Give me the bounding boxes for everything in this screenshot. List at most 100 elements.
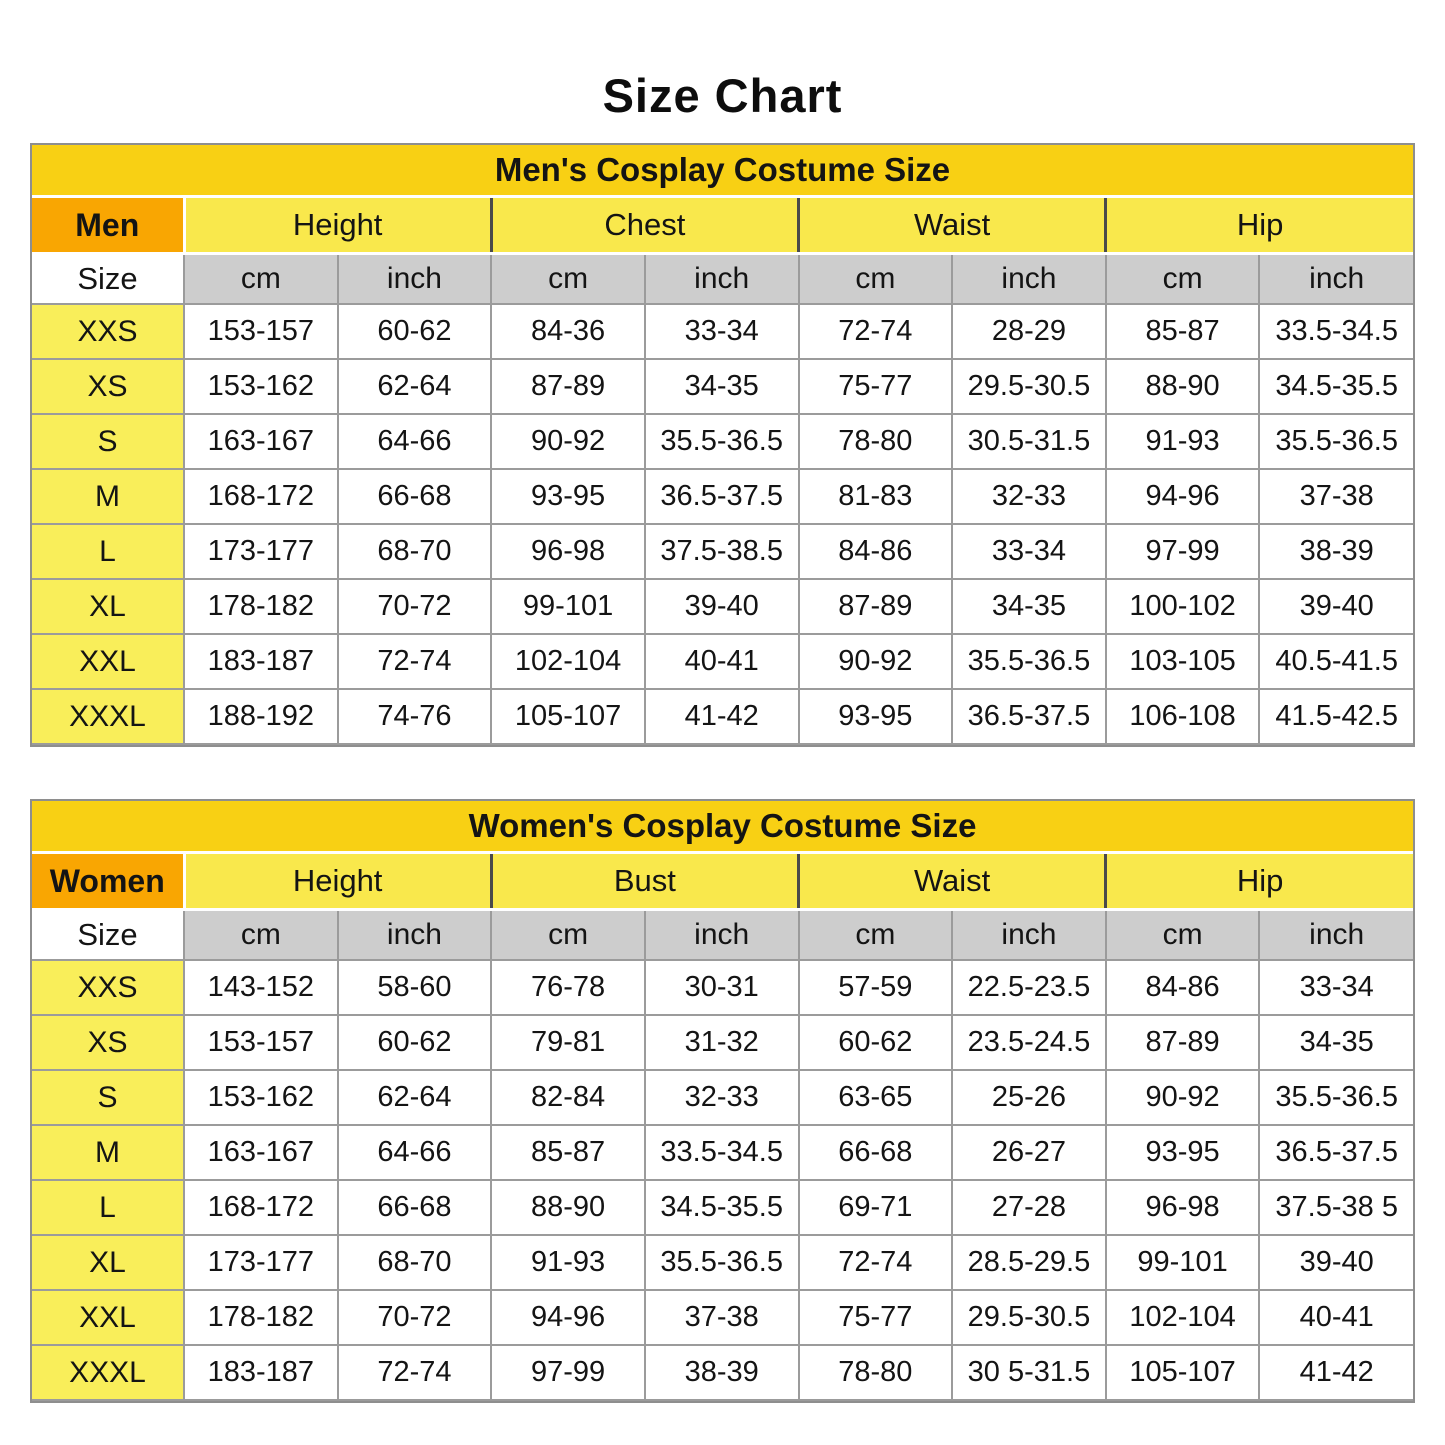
value-cell: 63-65 xyxy=(797,1069,954,1126)
value-cell: 58-60 xyxy=(336,959,493,1016)
value-cell: 103-105 xyxy=(1104,633,1261,690)
value-cell: 93-95 xyxy=(1104,1124,1261,1181)
table-row: XXL 183-187 72-74 102-104 40-41 90-92 35.5-36.… xyxy=(32,633,1413,690)
value-cell: 37-38 xyxy=(643,1289,800,1346)
group-header-chest: Chest xyxy=(489,195,801,255)
value-cell: 168-172 xyxy=(183,468,339,525)
table-row: XXL 178-182 70-72 94-96 37-38 75-77 29.5-30.5 1… xyxy=(32,1289,1413,1346)
value-cell: 97-99 xyxy=(1104,523,1261,580)
table-title-row: Women's Cosplay Costume Size xyxy=(32,801,1413,854)
value-cell: 26-27 xyxy=(951,1124,1107,1181)
value-cell: 64-66 xyxy=(336,1124,493,1181)
table-row: XXS 153-157 60-62 84-36 33-34 72-74 28-29 85-87… xyxy=(32,303,1413,360)
table-row: XXXL 183-187 72-74 97-99 38-39 78-80 30 5-31.5… xyxy=(32,1344,1413,1401)
value-cell: 68-70 xyxy=(336,1234,493,1291)
mens-size-table: Men's Cosplay Costume Size Men Height Che… xyxy=(32,145,1413,745)
group-header-bust: Bust xyxy=(489,851,801,911)
value-cell: 88-90 xyxy=(490,1179,646,1236)
value-cell: 78-80 xyxy=(797,1344,954,1401)
size-cell: XS xyxy=(32,358,185,415)
value-cell: 34.5-35.5 xyxy=(643,1179,800,1236)
value-cell: 38-39 xyxy=(1258,523,1413,580)
table-title: Men's Cosplay Costume Size xyxy=(32,145,1413,198)
group-header-height: Height xyxy=(182,195,493,255)
unit-header-inch: inch xyxy=(1258,252,1413,305)
value-cell: 178-182 xyxy=(183,578,339,635)
value-cell: 35.5-36.5 xyxy=(951,633,1107,690)
value-cell: 168-172 xyxy=(183,1179,339,1236)
unit-header-inch: inch xyxy=(951,252,1107,305)
table-row: M 163-167 64-66 85-87 33.5-34.5 66-68 26-27 93-… xyxy=(32,1124,1413,1181)
value-cell: 36.5-37.5 xyxy=(951,688,1107,745)
value-cell: 78-80 xyxy=(797,413,954,470)
value-cell: 81-83 xyxy=(797,468,954,525)
group-header-waist: Waist xyxy=(796,195,1108,255)
value-cell: 30-31 xyxy=(643,959,800,1016)
value-cell: 66-68 xyxy=(797,1124,954,1181)
group-header-hip: Hip xyxy=(1104,851,1413,911)
value-cell: 102-104 xyxy=(1104,1289,1261,1346)
value-cell: 96-98 xyxy=(1104,1179,1261,1236)
value-cell: 29.5-30.5 xyxy=(951,358,1107,415)
value-cell: 75-77 xyxy=(797,1289,954,1346)
table-row: L 168-172 66-68 88-90 34.5-35.5 69-71 27-28 96-… xyxy=(32,1179,1413,1236)
value-cell: 40-41 xyxy=(1258,1289,1413,1346)
value-cell: 35.5-36.5 xyxy=(643,413,800,470)
value-cell: 32-33 xyxy=(643,1069,800,1126)
size-cell: M xyxy=(32,468,185,525)
value-cell: 79-81 xyxy=(490,1014,646,1071)
womens-size-table: Women's Cosplay Costume Size Women Heigh… xyxy=(32,801,1413,1401)
unit-header-cm: cm xyxy=(797,908,954,961)
value-cell: 36.5-37.5 xyxy=(643,468,800,525)
size-column-header: Size xyxy=(32,908,185,961)
value-cell: 74-76 xyxy=(336,688,493,745)
value-cell: 23.5-24.5 xyxy=(951,1014,1107,1071)
unit-header-inch: inch xyxy=(643,908,800,961)
size-cell: S xyxy=(32,413,185,470)
value-cell: 38-39 xyxy=(643,1344,800,1401)
value-cell: 99-101 xyxy=(490,578,646,635)
value-cell: 72-74 xyxy=(336,633,493,690)
table-title: Women's Cosplay Costume Size xyxy=(32,801,1413,854)
value-cell: 30.5-31.5 xyxy=(951,413,1107,470)
group-header-row: Women Height Bust Waist Hip xyxy=(32,851,1413,911)
value-cell: 32-33 xyxy=(951,468,1107,525)
group-header-hip: Hip xyxy=(1104,195,1413,255)
value-cell: 29.5-30.5 xyxy=(951,1289,1107,1346)
value-cell: 62-64 xyxy=(336,1069,493,1126)
value-cell: 72-74 xyxy=(797,1234,954,1291)
value-cell: 173-177 xyxy=(183,523,339,580)
table-row: XS 153-157 60-62 79-81 31-32 60-62 23.5-24.5 87… xyxy=(32,1014,1413,1071)
value-cell: 30 5-31.5 xyxy=(951,1344,1107,1401)
value-cell: 41-42 xyxy=(1258,1344,1413,1401)
value-cell: 82-84 xyxy=(490,1069,646,1126)
value-cell: 85-87 xyxy=(490,1124,646,1181)
value-cell: 70-72 xyxy=(336,578,493,635)
value-cell: 41-42 xyxy=(643,688,800,745)
table-row: S 153-162 62-64 82-84 32-33 63-65 25-26 90-92 35… xyxy=(32,1069,1413,1126)
value-cell: 84-36 xyxy=(490,303,646,360)
value-cell: 143-152 xyxy=(183,959,339,1016)
table-row: XS 153-162 62-64 87-89 34-35 75-77 29.5-30.5 88… xyxy=(32,358,1413,415)
table-row: XL 178-182 70-72 99-101 39-40 87-89 34-35 100-1… xyxy=(32,578,1413,635)
value-cell: 102-104 xyxy=(490,633,646,690)
table-row: XXS 143-152 58-60 76-78 30-31 57-59 22.5-23.5 8… xyxy=(32,959,1413,1016)
value-cell: 163-167 xyxy=(183,413,339,470)
value-cell: 153-162 xyxy=(183,358,339,415)
value-cell: 34-35 xyxy=(1258,1014,1413,1071)
value-cell: 62-64 xyxy=(336,358,493,415)
value-cell: 37.5-38 5 xyxy=(1258,1179,1413,1236)
value-cell: 94-96 xyxy=(1104,468,1261,525)
value-cell: 25-26 xyxy=(951,1069,1107,1126)
size-cell: L xyxy=(32,523,185,580)
value-cell: 39-40 xyxy=(1258,578,1413,635)
unit-header-cm: cm xyxy=(183,908,339,961)
value-cell: 153-157 xyxy=(183,1014,339,1071)
value-cell: 33-34 xyxy=(643,303,800,360)
size-cell: L xyxy=(32,1179,185,1236)
unit-header-inch: inch xyxy=(336,908,493,961)
value-cell: 183-187 xyxy=(183,633,339,690)
size-cell: XL xyxy=(32,1234,185,1291)
value-cell: 66-68 xyxy=(336,1179,493,1236)
